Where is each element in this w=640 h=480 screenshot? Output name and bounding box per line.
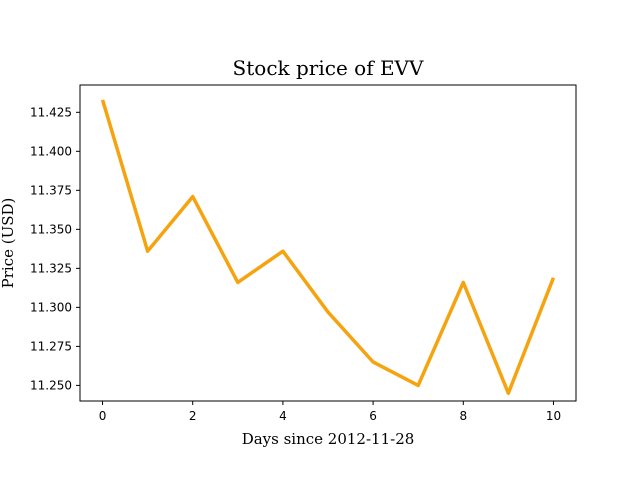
y-axis-label: Price (USD) [0, 198, 17, 289]
y-tick-label: 11.275 [30, 339, 72, 353]
y-tick-label: 11.300 [30, 300, 72, 314]
x-tick-label: 4 [279, 409, 287, 423]
x-tick-label: 0 [99, 409, 107, 423]
x-tick-label: 8 [459, 409, 467, 423]
x-axis-label: Days since 2012-11-28 [242, 430, 415, 448]
y-tick-label: 11.375 [30, 183, 72, 197]
x-tick-label: 2 [189, 409, 197, 423]
axis-ticks: 0 2 4 6 8 10 11.250 11.275 11.300 11.325 11.350 11.… [30, 105, 561, 423]
x-tick-label: 6 [369, 409, 377, 423]
series-group [100, 99, 556, 395]
y-tick-label: 11.325 [30, 261, 72, 275]
y-tick-label: 11.350 [30, 222, 72, 236]
y-tick-label: 11.400 [30, 144, 72, 158]
x-tick-label: 10 [546, 409, 561, 423]
plot-frame [79, 84, 577, 402]
series-line [100, 99, 556, 395]
y-tick-label: 11.250 [30, 378, 72, 392]
y-tick-label: 11.425 [30, 105, 72, 119]
chart-title: Stock price of EVV [233, 56, 424, 80]
